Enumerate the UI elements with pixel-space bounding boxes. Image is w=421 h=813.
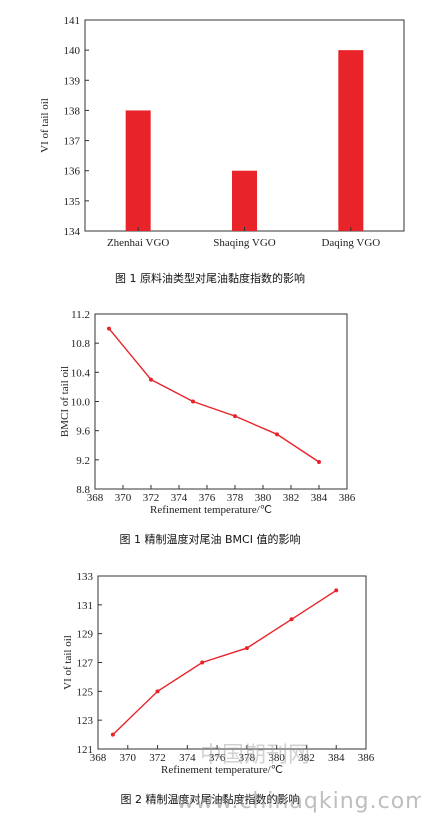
y-tick-label: 134 xyxy=(64,226,81,238)
x-tick-label: 376 xyxy=(199,492,216,504)
y-tick-label: 11.2 xyxy=(71,309,90,321)
y-tick-label: 125 xyxy=(77,686,94,698)
data-point xyxy=(107,326,111,331)
y-tick-label: 10.4 xyxy=(71,367,91,379)
y-tick-label: 9.6 xyxy=(76,426,90,438)
x-tick-label: 380 xyxy=(255,492,272,504)
x-tick-label: 378 xyxy=(227,492,244,504)
x-tick-label: Shaqing VGO xyxy=(213,237,275,249)
bar-chart: 134 135 136 137 138 139 140 141 VI of tail oil Zh… xyxy=(39,15,405,249)
watermark-cn: 中国期刊网 xyxy=(200,743,310,768)
line-chart-bmci: 8.8 9.2 9.6 10.0 10.4 10.8 11.2 BMCI of tail oi… xyxy=(59,309,356,516)
caption-chart-2: 图 1 精制温度对尾油 BMCI 值的影响 xyxy=(120,532,301,546)
data-point xyxy=(275,432,279,437)
x-tick-label: 374 xyxy=(179,752,196,764)
plot-frame xyxy=(97,575,367,750)
y-tick-label: 139 xyxy=(64,75,81,87)
y-tick-label: 121 xyxy=(77,744,94,756)
y-tick-label: 133 xyxy=(77,571,94,583)
x-tick-label: 372 xyxy=(149,752,166,764)
y-tick-label: 127 xyxy=(77,658,94,670)
x-tick-label: Daqing VGO xyxy=(321,237,380,249)
x-tick-label: 378 xyxy=(239,752,256,764)
x-tick-label: 370 xyxy=(120,752,137,764)
x-tick-label: 384 xyxy=(311,492,328,504)
data-point xyxy=(200,660,205,665)
data-point xyxy=(334,588,339,593)
y-tick-label: 136 xyxy=(64,166,81,178)
data-point xyxy=(155,689,160,694)
plot-frame xyxy=(94,313,348,490)
x-tick-label: 374 xyxy=(171,492,188,504)
data-point xyxy=(244,646,249,651)
y-tick-label: 123 xyxy=(77,715,94,727)
y-tick-label: 141 xyxy=(64,15,81,27)
x-axis-title: Refinement temperature/℃ xyxy=(150,504,272,516)
x-tick-label: Zhenhai VGO xyxy=(107,237,169,249)
y-axis-title: BMCI of tail oil xyxy=(59,366,71,437)
bar-shaqing-vgo xyxy=(232,170,257,231)
y-tick-label: 9.2 xyxy=(76,455,90,467)
x-tick-label: 372 xyxy=(143,492,160,504)
y-axis-title: VI of tail oil xyxy=(62,635,74,690)
y-tick-label: 138 xyxy=(64,105,81,117)
y-tick-label: 135 xyxy=(64,196,81,208)
x-tick-label: 386 xyxy=(339,492,356,504)
bar-zhenhai-vgo xyxy=(125,110,151,231)
caption-chart-3: 图 2 精制温度对尾油黏度指数的影响 xyxy=(121,792,300,806)
series-line xyxy=(108,328,320,463)
y-tick-label: 131 xyxy=(77,600,94,612)
y-tick-label: 140 xyxy=(64,45,81,57)
watermark-en: www.chinaqking.com xyxy=(176,789,421,813)
x-axis-title: Refinement temperature/℃ xyxy=(161,764,283,776)
data-point xyxy=(149,377,153,382)
series-line xyxy=(112,589,337,736)
bar-daqing-vgo xyxy=(338,50,364,232)
y-tick-label: 10.0 xyxy=(71,397,91,409)
x-tick-label: 386 xyxy=(358,752,375,764)
data-point xyxy=(289,617,294,622)
y-tick-label: 8.8 xyxy=(76,484,90,496)
data-point xyxy=(233,414,237,419)
x-tick-label: 382 xyxy=(298,752,315,764)
x-tick-label: 376 xyxy=(209,752,226,764)
data-point xyxy=(317,460,321,465)
line-chart-vi: 121 123 125 127 129 131 133 VI of tail oil 368 37… xyxy=(62,571,375,776)
caption-chart-1: 图 1 原料油类型对尾油黏度指数的影响 xyxy=(115,271,305,285)
x-tick-label: 384 xyxy=(328,752,345,764)
y-tick-label: 129 xyxy=(77,629,94,641)
x-tick-label: 382 xyxy=(283,492,300,504)
y-tick-label: 137 xyxy=(64,136,81,148)
x-tick-label: 368 xyxy=(87,492,104,504)
x-tick-label: 368 xyxy=(90,752,107,764)
x-tick-label: 380 xyxy=(268,752,285,764)
data-point xyxy=(191,399,195,404)
y-tick-label: 10.8 xyxy=(71,338,91,350)
data-point xyxy=(110,732,115,737)
x-tick-label: 370 xyxy=(115,492,132,504)
y-axis-title: VI of tail oil xyxy=(39,98,51,153)
